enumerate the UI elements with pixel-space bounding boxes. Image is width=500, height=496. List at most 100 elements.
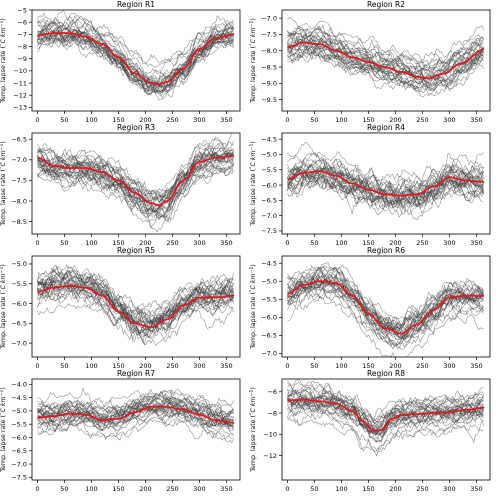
ensemble-lines xyxy=(287,17,484,98)
x-tick-label: 0 xyxy=(285,485,289,493)
y-tick-label: −8 xyxy=(267,409,277,417)
panel-6: Region R6 0 50 100 150 200 250 300 350 −7.0 −6.5 −6… xyxy=(249,246,491,370)
ensemble-member-line xyxy=(37,166,234,233)
ensemble-member-line xyxy=(37,303,234,347)
mean-line xyxy=(37,406,235,424)
ensemble-member-line xyxy=(287,180,484,216)
ensemble-member-line xyxy=(287,25,484,73)
x-tick-label: 150 xyxy=(362,485,374,493)
x-tick-label: 300 xyxy=(443,362,455,370)
x-tick-label: 200 xyxy=(139,485,151,493)
x-tick-label: 100 xyxy=(335,239,347,247)
mean-line xyxy=(287,41,485,80)
panel-title: Region R3 xyxy=(117,123,155,132)
panel-2: Region R2 0 50 100 150 200 250 300 350 −9.5 −9.0 −8… xyxy=(249,0,491,124)
y-tick-label: −8.0 xyxy=(11,197,27,205)
panel-5: Region R5 0 50 100 150 200 250 300 350 −7.0 −6.5 −6… xyxy=(0,246,241,370)
x-tick-label: 200 xyxy=(389,239,401,247)
y-tick-label: −12 xyxy=(263,452,277,460)
x-tick-label: 150 xyxy=(362,239,374,247)
y-tick-label: −7.0 xyxy=(261,212,277,220)
y-tick-label: −4.5 xyxy=(261,260,277,268)
ensemble-member-line xyxy=(287,384,484,430)
y-tick-label: −9 xyxy=(17,55,27,63)
x-tick-label: 300 xyxy=(193,116,205,124)
ensemble-member-line xyxy=(287,38,484,84)
x-tick-label: 250 xyxy=(416,362,428,370)
ensemble-member-line xyxy=(287,285,484,350)
x-tick-label: 350 xyxy=(470,239,482,247)
x-tick-label: 0 xyxy=(285,362,289,370)
panel-title: Region R4 xyxy=(367,123,405,132)
y-tick-label: −8 xyxy=(17,43,27,51)
y-tick-label: −6.5 xyxy=(11,447,27,455)
y-tick-label: −7.5 xyxy=(11,177,27,185)
ensemble-member-line xyxy=(287,172,484,207)
panel-3: Region R3 0 50 100 150 200 250 300 350 −8.5 −8.0 −7… xyxy=(0,123,241,247)
panel-8: Region R8 0 50 100 150 200 250 300 350 −12 −10 −8 −6… xyxy=(249,369,491,493)
ensemble-member-line xyxy=(37,162,234,212)
ensemble-member-line xyxy=(37,31,234,91)
x-tick-label: 300 xyxy=(443,116,455,124)
x-tick-label: 250 xyxy=(166,116,178,124)
y-tick-label: −5.0 xyxy=(261,151,277,159)
x-tick-label: 0 xyxy=(35,116,39,124)
ensemble-member-line xyxy=(287,265,484,326)
x-tick-label: 50 xyxy=(60,116,68,124)
ensemble-member-line xyxy=(287,265,484,340)
ensemble-member-line xyxy=(287,390,484,427)
y-tick-label: −8.5 xyxy=(261,63,277,71)
ensemble-member-line xyxy=(37,416,234,444)
x-tick-label: 350 xyxy=(220,116,232,124)
y-tick-label: −6.5 xyxy=(261,332,277,340)
ensemble-member-line xyxy=(37,136,234,196)
y-tick-label: −5.0 xyxy=(11,407,27,415)
y-tick-label: −4.5 xyxy=(261,135,277,143)
x-tick-label: 200 xyxy=(389,116,401,124)
ensemble-member-line xyxy=(287,283,484,350)
x-tick-label: 100 xyxy=(335,485,347,493)
x-tick-label: 300 xyxy=(193,239,205,247)
ensemble-lines xyxy=(37,263,234,347)
ensemble-lines xyxy=(37,10,234,101)
y-tick-label: −9.0 xyxy=(261,80,277,88)
x-tick-label: 300 xyxy=(193,362,205,370)
x-tick-label: 150 xyxy=(112,362,124,370)
panel-title: Region R6 xyxy=(367,246,405,255)
ensemble-member-line xyxy=(287,412,484,457)
ensemble-member-line xyxy=(287,157,484,197)
y-tick-label: −5.0 xyxy=(261,278,277,286)
y-tick-label: −6.5 xyxy=(261,197,277,205)
x-tick-label: 350 xyxy=(220,362,232,370)
x-tick-label: 50 xyxy=(310,362,318,370)
x-tick-label: 250 xyxy=(166,485,178,493)
axes-frame xyxy=(31,9,241,112)
x-tick-label: 350 xyxy=(220,485,232,493)
y-axis-label: Temp. lapse rate (°C km−1) xyxy=(0,264,7,350)
x-tick-label: 150 xyxy=(362,116,374,124)
ensemble-member-line xyxy=(287,379,484,421)
ensemble-member-line xyxy=(37,264,234,324)
ensemble-member-line xyxy=(37,19,234,81)
x-tick-label: 300 xyxy=(193,485,205,493)
y-tick-label: −10 xyxy=(263,431,277,439)
x-tick-label: 150 xyxy=(112,485,124,493)
ensemble-member-line xyxy=(287,388,484,430)
y-tick-label: −5.0 xyxy=(11,260,27,268)
ensemble-member-line xyxy=(37,287,234,341)
y-tick-label: −10 xyxy=(13,67,27,75)
x-tick-label: 350 xyxy=(470,362,482,370)
x-tick-label: 100 xyxy=(85,116,97,124)
axes-frame xyxy=(281,378,491,481)
ensemble-member-line xyxy=(37,160,234,222)
y-tick-label: −6.5 xyxy=(11,135,27,143)
y-tick-label: −6 xyxy=(267,388,277,396)
panel-7: Region R7 0 50 100 150 200 250 300 350 −7.5 −7.0 −6… xyxy=(0,369,241,493)
ensemble-lines xyxy=(287,379,484,457)
ensemble-member-line xyxy=(287,288,484,350)
ensemble-member-line xyxy=(37,143,234,198)
y-tick-label: −5.5 xyxy=(261,166,277,174)
x-tick-label: 200 xyxy=(389,485,401,493)
ensemble-member-line xyxy=(37,389,234,429)
